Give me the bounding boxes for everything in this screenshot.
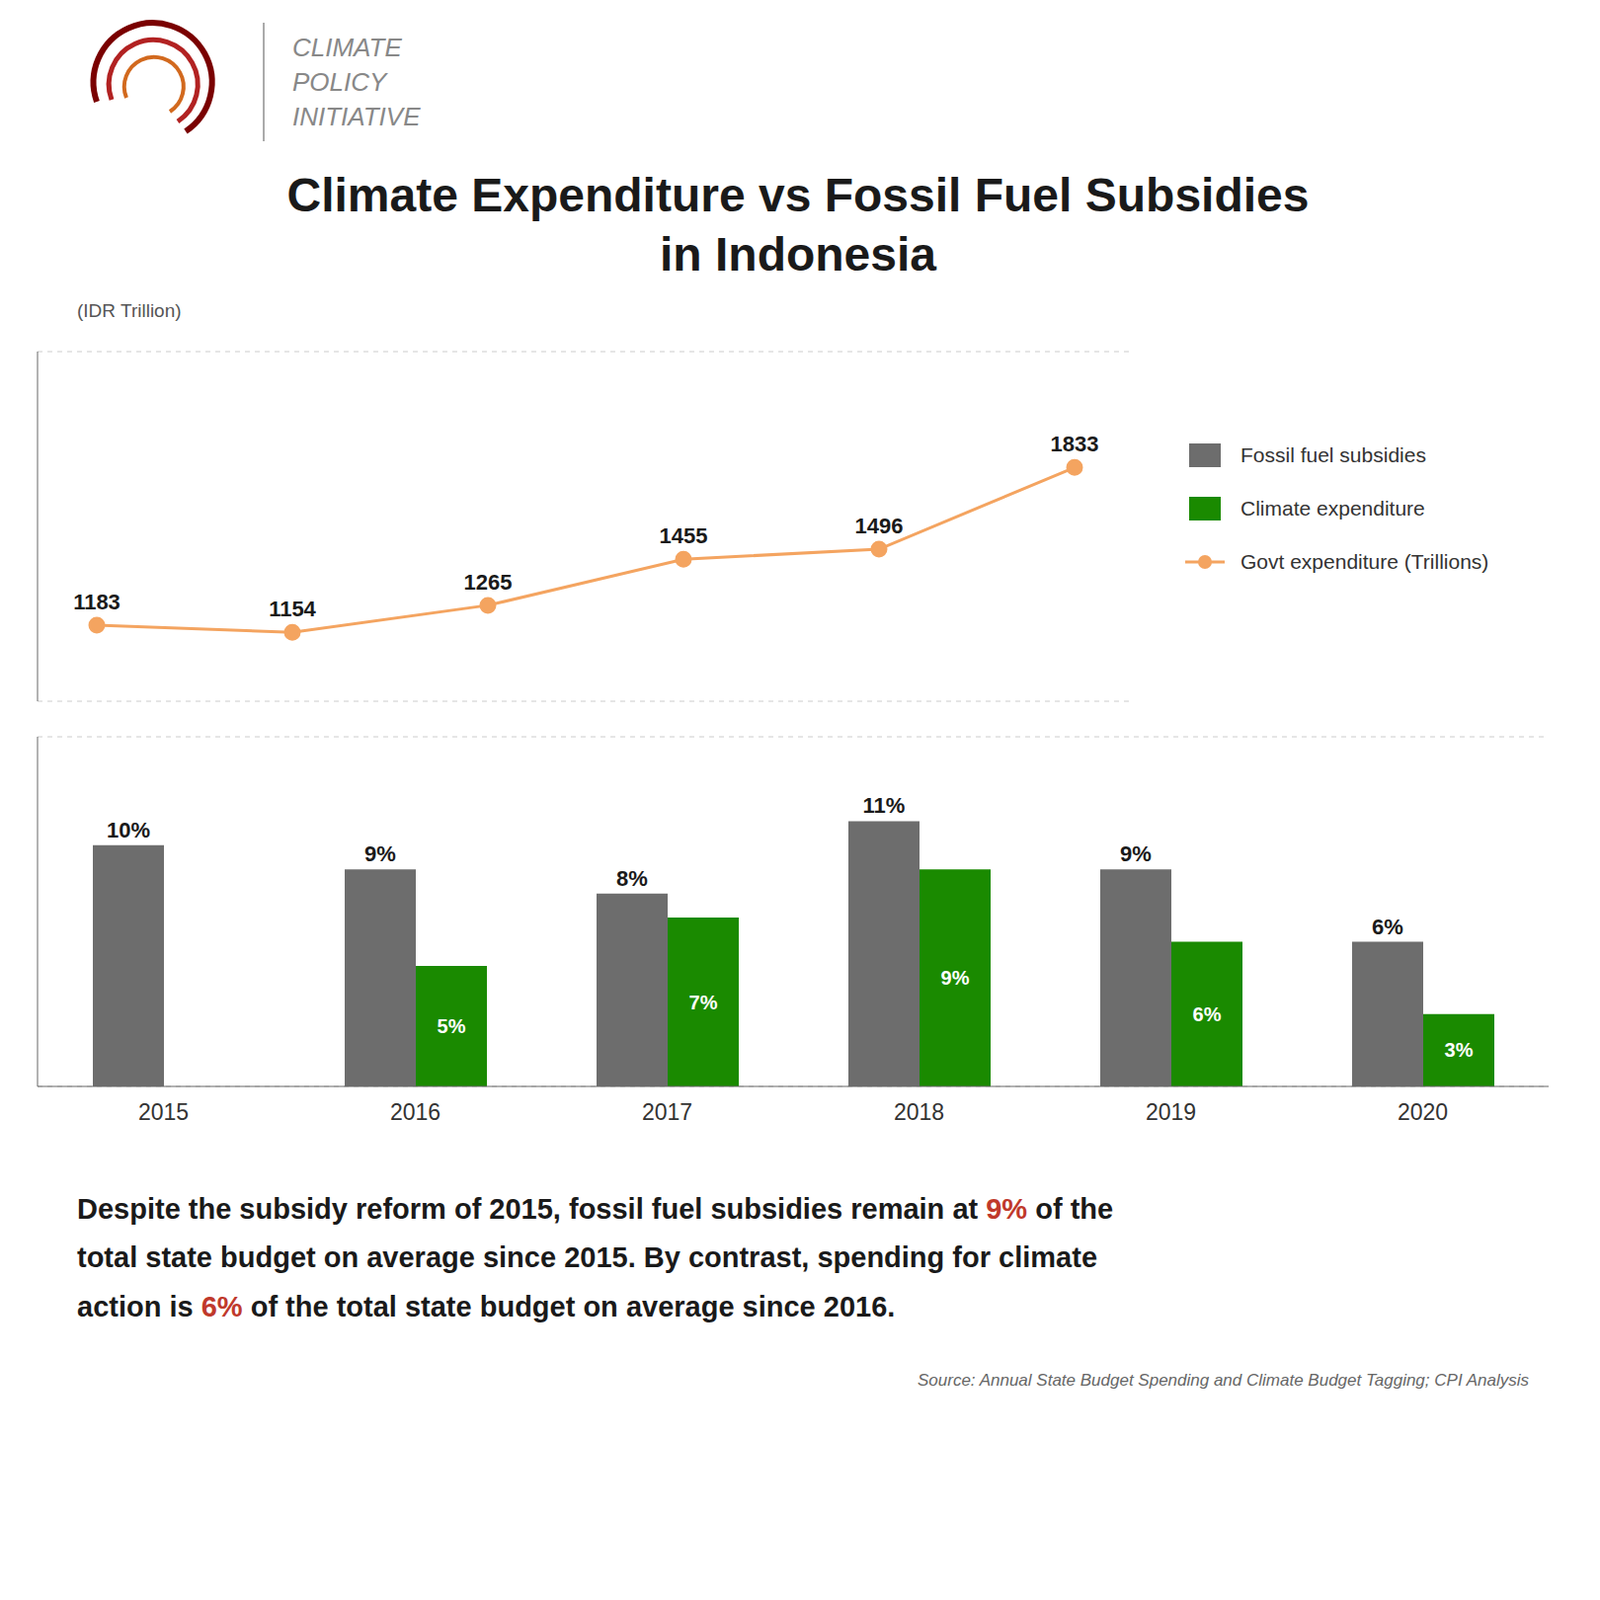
svg-text:1833: 1833 <box>1050 431 1100 457</box>
svg-text:5%: 5% <box>437 1015 467 1038</box>
svg-text:1496: 1496 <box>855 513 904 539</box>
html-text:action is 6% of the total stat: action is 6% of the total state budget o… <box>77 1290 896 1323</box>
svg-text:2019: 2019 <box>1145 1099 1197 1125</box>
html-text:POLICY: POLICY <box>292 66 387 97</box>
svg-text:6%: 6% <box>1371 914 1404 940</box>
svg-text:1154: 1154 <box>268 596 317 622</box>
svg-text:9%: 9% <box>1120 841 1152 867</box>
svg-text:8%: 8% <box>616 866 648 891</box>
html-text:INITIATIVE: INITIATIVE <box>292 101 421 131</box>
html-text:Source: Annual State Budget Sp: Source: Annual State Budget Spending and… <box>917 1370 1529 1390</box>
html-text:CLIMATE: CLIMATE <box>292 32 402 62</box>
svg-text:7%: 7% <box>689 991 719 1014</box>
html-text:(IDR Trillion): (IDR Trillion) <box>77 300 182 321</box>
svg-text:10%: 10% <box>106 817 151 843</box>
html-text:total state budget on average: total state budget on average since 2015… <box>77 1241 1098 1274</box>
svg-text:1265: 1265 <box>464 569 513 595</box>
svg-text:6%: 6% <box>1193 1003 1222 1026</box>
svg-text:2016: 2016 <box>390 1099 441 1125</box>
svg-text:9%: 9% <box>941 966 970 989</box>
html-text:Climate expenditure: Climate expenditure <box>1240 496 1425 520</box>
html-text:in Indonesia: in Indonesia <box>659 228 937 281</box>
svg-text:9%: 9% <box>364 841 397 867</box>
svg-text:3%: 3% <box>1444 1039 1474 1061</box>
html-text:Despite the subsidy reform of: Despite the subsidy reform of 2015, foss… <box>77 1193 1114 1225</box>
svg-text:2020: 2020 <box>1397 1099 1448 1125</box>
svg-text:11%: 11% <box>863 793 906 818</box>
html-text:Govt expenditure (Trillions): Govt expenditure (Trillions) <box>1240 550 1489 573</box>
svg-text:2017: 2017 <box>641 1099 693 1125</box>
svg-text:2018: 2018 <box>893 1099 945 1125</box>
svg-text:1183: 1183 <box>73 589 121 615</box>
html-text:Climate Expenditure vs Fossil: Climate Expenditure vs Fossil Fuel Subsi… <box>286 168 1310 222</box>
svg-text:1455: 1455 <box>659 523 709 549</box>
html-text:Fossil fuel subsidies: Fossil fuel subsidies <box>1240 443 1427 467</box>
svg-text:2015: 2015 <box>138 1099 189 1125</box>
